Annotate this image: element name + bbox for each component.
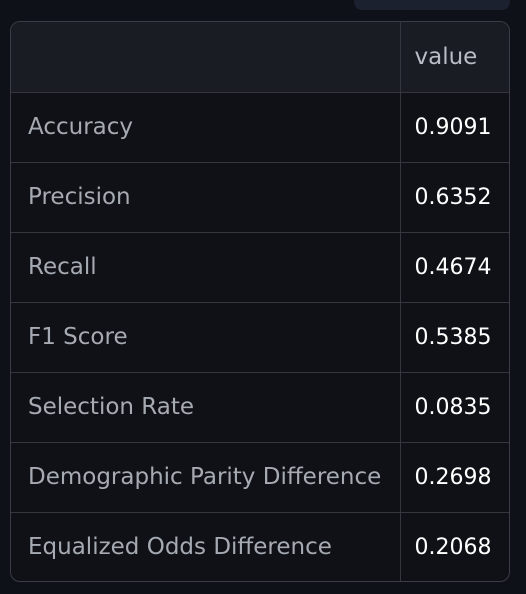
row-label: Accuracy	[11, 92, 401, 163]
row-label: Precision	[11, 162, 401, 233]
value-column-header[interactable]: value	[400, 22, 509, 93]
row-label: F1 Score	[11, 302, 401, 373]
table-row[interactable]: Recall 0.4674	[11, 232, 509, 303]
metrics-table: value Accuracy 0.9091 Precision 0.6352 R…	[11, 22, 509, 581]
index-header[interactable]	[11, 22, 401, 93]
row-value: 0.9091	[400, 92, 509, 163]
table-row[interactable]: Accuracy 0.9091	[11, 92, 509, 163]
table-row[interactable]: Selection Rate 0.0835	[11, 372, 509, 443]
table-row[interactable]: Demographic Parity Difference 0.2698	[11, 442, 509, 513]
row-value: 0.2068	[414, 534, 492, 560]
row-label: Selection Rate	[11, 372, 401, 443]
row-label: Equalized Odds Difference	[11, 512, 401, 581]
row-value: 0.5385	[400, 302, 509, 373]
row-label: Demographic Parity Difference	[11, 442, 401, 513]
toolbar-tab	[354, 0, 510, 10]
row-value: 0.4674	[400, 232, 509, 303]
header-row: value	[11, 22, 509, 93]
row-value: 0.0835	[400, 372, 509, 443]
row-label: Recall	[11, 232, 401, 303]
table-row[interactable]: Precision 0.6352	[11, 162, 509, 233]
table-row[interactable]: Equalized Odds Difference 0.2068	[11, 512, 509, 581]
metrics-dataframe[interactable]: value Accuracy 0.9091 Precision 0.6352 R…	[10, 21, 510, 582]
table-row[interactable]: F1 Score 0.5385	[11, 302, 509, 373]
row-value: 0.2698	[400, 442, 509, 513]
row-value: 0.6352	[400, 162, 509, 233]
